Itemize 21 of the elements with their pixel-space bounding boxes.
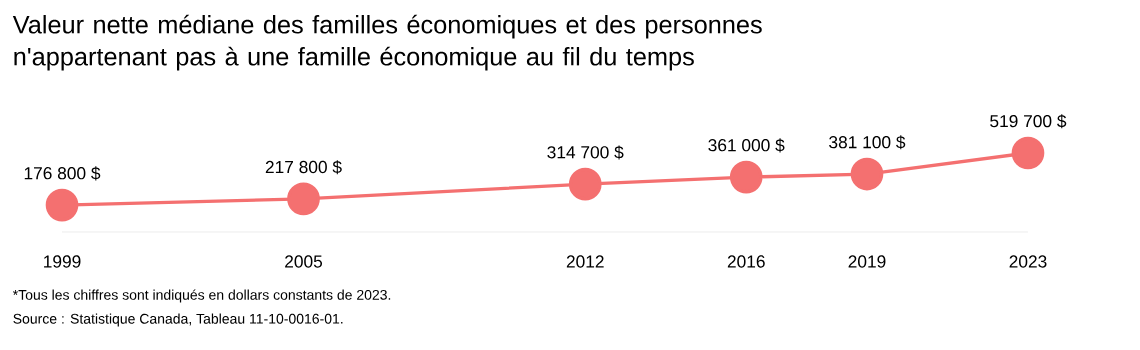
data-label: 519 700 $ — [990, 114, 1067, 129]
text: *Tous les chiffres sont indiqués en dollars constants de 2023. — [12, 289, 391, 303]
x-tick-label: 2012 — [566, 255, 604, 268]
point — [45, 188, 79, 222]
x-tick-label: 1999 — [44, 255, 81, 268]
x-tick-label: 2016 — [727, 255, 765, 268]
data-label: 361 000 $ — [708, 138, 785, 153]
data-label: 381 100 $ — [829, 135, 906, 150]
source-note: Source : Statistique Canada, Tableau 11-10-0016-01. — [13, 313, 343, 327]
x-tick-label: 2019 — [848, 255, 886, 268]
point — [1011, 136, 1045, 170]
chart-title: Valeur nette médiane des familles économiques et des personnes n'appartenant pas à une famille économique au fil du temps — [12, 14, 762, 71]
point — [850, 157, 884, 191]
data-label: 314 700 $ — [547, 145, 624, 160]
x-tick-label: 2023 — [1009, 255, 1047, 268]
data-label: 176 800 $ — [24, 166, 101, 181]
point — [729, 160, 763, 194]
point — [568, 167, 602, 201]
x-tick-label: 2005 — [285, 255, 323, 268]
point — [287, 182, 320, 216]
data-label: 217 800 $ — [265, 160, 342, 175]
